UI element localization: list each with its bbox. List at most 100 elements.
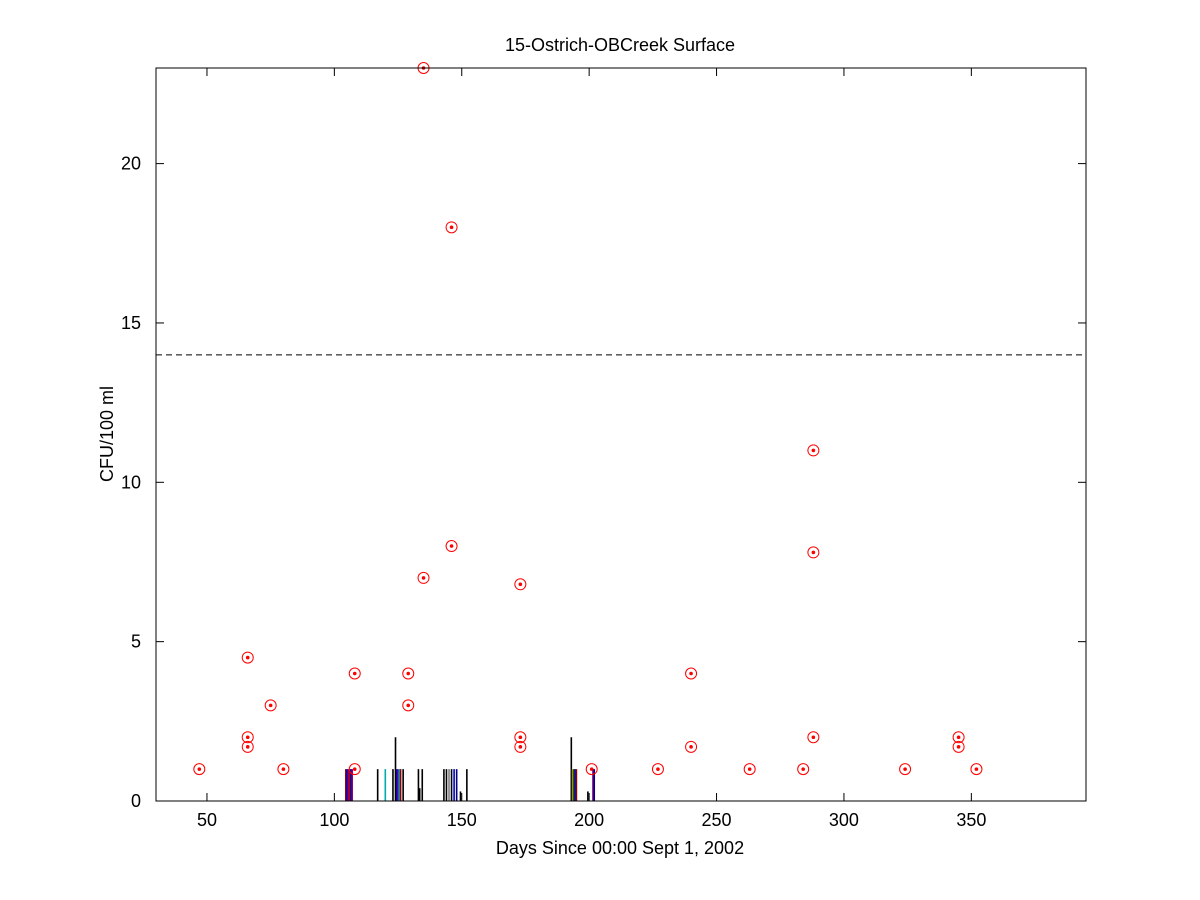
data-point-ring [807,731,820,744]
data-point-dot [245,655,250,660]
data-point [685,740,698,753]
x-tick-label: 300 [829,810,859,830]
data-point-dot [689,745,693,749]
data-point-dot [811,735,816,740]
data-point [743,763,756,776]
data-point [514,740,527,753]
data-point-ring [952,740,965,753]
data-point [514,731,527,744]
data-point-dot [811,550,816,555]
data-point-ring [685,667,698,680]
data-point-dot [656,767,660,771]
data-point-dot [518,735,523,740]
data-point-ring [651,763,664,776]
data-point-ring [264,699,277,712]
data-point-ring [193,763,206,776]
data-point-ring [743,763,756,776]
data-point [952,731,965,744]
plot-area [156,62,1086,801]
data-point [402,667,415,680]
data-point-ring [585,763,598,776]
data-point-dot [268,703,273,708]
data-point-dot [956,745,961,749]
data-point-dot [801,767,805,771]
data-point-dot [811,448,816,453]
data-point-dot [974,767,979,771]
data-point-dot [956,735,961,740]
data-point-ring [348,667,361,680]
data-point-dot [421,576,426,580]
data-point [585,763,598,776]
data-point [264,699,277,712]
data-point-ring [348,763,361,776]
data-point [807,731,820,744]
data-point-dot [406,703,411,708]
y-tick-label: 15 [121,313,141,333]
data-point [193,763,206,776]
data-point-ring [514,578,527,591]
data-point [348,763,361,776]
data-point [899,763,912,776]
x-tick-label: 50 [197,810,217,830]
data-point [241,731,254,744]
data-point [797,763,810,776]
data-point-ring [807,444,820,457]
data-point [970,763,983,776]
y-tick-label: 20 [121,154,141,174]
data-point-dot [903,767,907,771]
data-point [651,763,664,776]
data-point [807,546,820,559]
data-point-ring [797,763,810,776]
data-point-dot [281,767,286,771]
data-point-ring [417,571,430,584]
data-point-ring [685,740,698,753]
data-point [445,540,458,553]
data-point-dot [449,225,454,230]
data-point-ring [952,731,965,744]
data-point-dot [747,767,752,771]
data-point-ring [899,763,912,776]
x-tick-label: 250 [702,810,732,830]
x-tick-label: 200 [574,810,604,830]
data-point [807,444,820,457]
plot-frame [155,67,1087,802]
data-point-ring [277,763,290,776]
data-point-dot [518,745,523,749]
chart-title: 15-Ostrich-OBCreek Surface [505,35,735,55]
y-tick-label: 10 [121,472,141,492]
data-point [402,699,415,712]
data-point-ring [514,740,527,753]
data-point [348,667,361,680]
data-point-dot [406,671,411,676]
data-point-ring [241,651,254,664]
y-axis-label: CFU/100 ml [97,386,117,482]
data-point-dot [245,745,250,749]
data-point-ring [970,763,983,776]
data-point-dot [352,671,357,676]
data-point-ring [807,546,820,559]
x-axis-label: Days Since 00:00 Sept 1, 2002 [496,838,744,858]
data-point-dot [245,735,250,740]
data-point [445,221,458,234]
data-point-dot [589,767,594,771]
data-point-dot [518,582,523,587]
data-point-ring [402,667,415,680]
data-point-dot [197,767,202,771]
y-tick-label: 5 [131,632,141,652]
x-tick-label: 150 [447,810,477,830]
data-point-ring [445,540,458,553]
data-point-dot [689,671,693,676]
data-point-dot [352,767,357,771]
data-point-dot [449,544,454,548]
data-point-ring [402,699,415,712]
data-point [241,740,254,753]
data-point-ring [241,740,254,753]
data-point-ring [241,731,254,744]
x-tick-label: 100 [319,810,349,830]
data-point [277,763,290,776]
data-point [417,571,430,584]
data-point [241,651,254,664]
data-point [514,578,527,591]
data-point-ring [445,221,458,234]
